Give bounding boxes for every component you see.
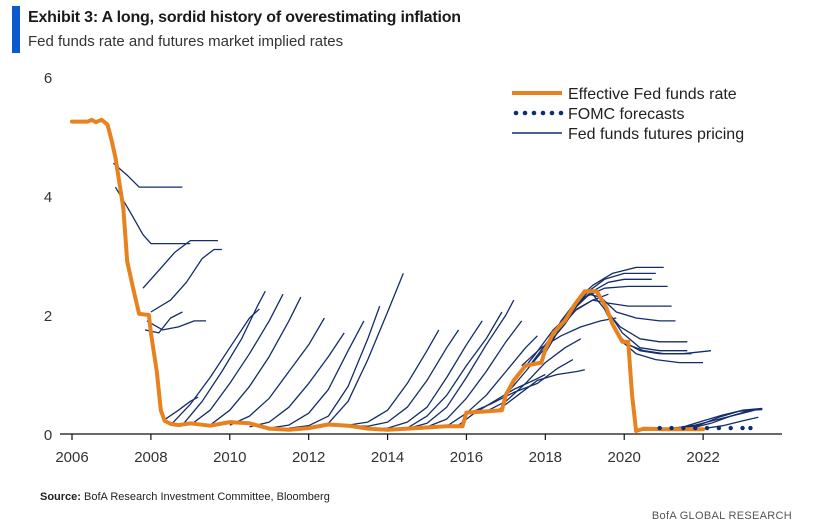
legend-swatch-fomc-dot [531, 110, 537, 116]
legend-swatch-fomc-dot [558, 110, 564, 116]
futures-pricing-line [407, 299, 515, 430]
fomc-forecast-point [748, 425, 753, 431]
x-tick-label: 2008 [134, 449, 167, 466]
futures-pricing-line [189, 293, 284, 426]
legend-label: Fed funds futures pricing [568, 126, 744, 143]
x-tick-label: 2006 [55, 449, 88, 466]
legend-label: Effective Fed funds rate [568, 86, 737, 103]
futures-pricing-line [426, 320, 523, 428]
chart-legend: Effective Fed funds rate FOMC forecasts Fe… [512, 86, 744, 143]
futures-pricing-line [150, 248, 222, 313]
y-tick-label: 2 [44, 308, 52, 325]
exhibit-accent-bar [12, 6, 20, 53]
futures-pricing-line [521, 317, 617, 367]
futures-pricing-line [112, 162, 183, 188]
x-tick-label: 2022 [686, 449, 719, 466]
x-tick-label: 2020 [608, 449, 641, 466]
futures-pricing-line [209, 296, 302, 426]
legend-swatch-fomc-dot [549, 110, 555, 116]
fomc-forecast-point [681, 425, 686, 431]
futures-pricing-line [142, 239, 218, 289]
source-note: Source: BofA Research Investment Committ… [40, 491, 330, 503]
y-tick-label: 0 [44, 427, 52, 444]
futures-pricing-line [513, 293, 609, 381]
chart-title: Exhibit 3: A long, sordid history of ove… [28, 9, 461, 26]
fomc-forecast-point [693, 425, 698, 431]
fomc-forecast-point [740, 425, 745, 431]
futures-pricing-line [269, 320, 365, 429]
futures-pricing-line [621, 341, 704, 364]
futures-pricing-line [584, 290, 688, 343]
brand-label: BofA GLOBAL RESEARCH [651, 510, 792, 522]
fed-funds-series-group [70, 117, 706, 433]
futures-pricing-line [576, 293, 676, 322]
fomc-forecast-point [716, 425, 722, 431]
futures-pricing-line [229, 317, 325, 426]
fed-funds-rate-line [70, 117, 706, 433]
fomc-forecast-point [669, 425, 674, 431]
futures-series-group [112, 162, 763, 432]
futures-pricing-line [114, 186, 191, 245]
x-tick-label: 2014 [371, 449, 404, 466]
source-text: BofA Research Investment Committee, Bloo… [84, 491, 330, 503]
futures-pricing-line [497, 369, 585, 411]
futures-pricing-line [288, 305, 381, 429]
futures-pricing-line [446, 335, 538, 427]
legend-swatch-fomc-dot [540, 110, 546, 116]
legend-swatch-fomc-dot [513, 110, 519, 116]
source-label: Source: [40, 491, 81, 503]
futures-pricing-line [146, 320, 207, 331]
futures-pricing-line [181, 290, 266, 426]
futures-pricing-line [308, 273, 404, 428]
x-tick-label: 2012 [292, 449, 325, 466]
y-tick-label: 6 [44, 70, 52, 87]
x-tick-label: 2010 [213, 449, 246, 466]
fomc-forecast-point [657, 425, 662, 431]
chart-subtitle: Fed funds rate and futures market implie… [28, 33, 344, 50]
futures-pricing-line [249, 332, 345, 428]
fomc-forecast-point [704, 425, 710, 431]
fomc-series-group [657, 425, 753, 431]
futures-pricing-line [470, 359, 574, 414]
futures-pricing-line [458, 373, 546, 426]
legend-swatch-fomc-dot [522, 110, 528, 116]
chart-axes: 2006 2008 2010 2012 2014 2016 2018 2020 2022 0 2 4 6 [44, 70, 782, 466]
futures-pricing-line [544, 266, 664, 350]
fomc-forecast-point [728, 425, 733, 431]
futures-pricing-line [170, 308, 260, 426]
legend-label: FOMC forecasts [568, 106, 684, 123]
y-tick-label: 4 [44, 189, 52, 206]
futures-pricing-line [560, 299, 672, 328]
x-tick-label: 2018 [529, 449, 562, 466]
futures-pricing-line [348, 329, 460, 427]
x-tick-label: 2016 [450, 449, 483, 466]
